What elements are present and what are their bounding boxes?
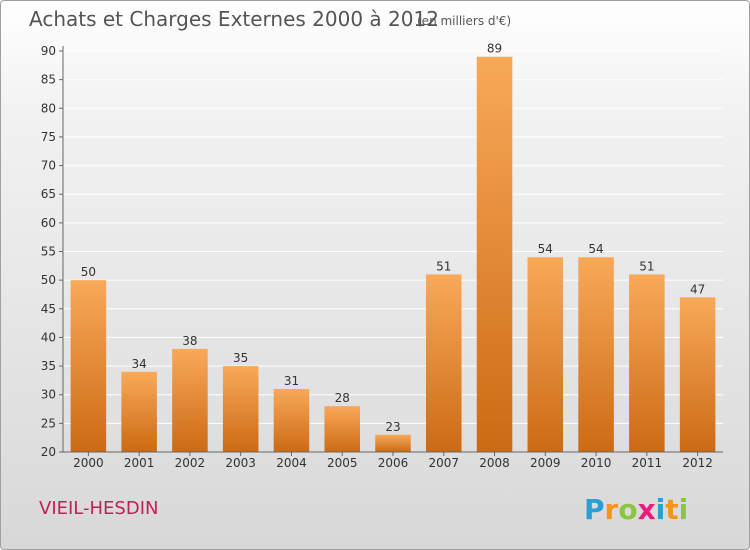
y-tick-label: 90: [41, 44, 56, 58]
y-tick-label: 80: [41, 101, 56, 115]
value-label: 89: [487, 42, 502, 56]
value-label: 23: [385, 420, 400, 434]
grid-layer: [63, 50, 723, 453]
value-label: 31: [284, 374, 299, 388]
y-tick-label: 60: [41, 216, 56, 230]
y-tick-label: 40: [41, 330, 56, 344]
bar-2006: [375, 434, 411, 452]
x-tick-label: 2008: [479, 456, 510, 470]
y-tick-label: 20: [41, 445, 56, 459]
bar-2004: [273, 388, 310, 452]
value-label: 34: [132, 357, 147, 371]
x-tick-label: 2005: [327, 456, 358, 470]
x-tick-label: 2000: [73, 456, 104, 470]
value-label: 51: [639, 259, 654, 273]
x-tick-label: 2007: [428, 456, 459, 470]
value-label: 54: [538, 242, 553, 256]
bar-2007: [426, 274, 462, 452]
x-tick-label: 2001: [124, 456, 155, 470]
logo-letter: P: [584, 493, 605, 526]
x-tick-label: 2010: [581, 456, 612, 470]
bar-2003: [222, 366, 259, 452]
value-label: 38: [182, 334, 197, 348]
bar-2011: [629, 274, 665, 452]
value-label: 35: [233, 351, 248, 365]
y-tick-label: 65: [41, 187, 56, 201]
x-tick-label: 2011: [632, 456, 663, 470]
y-tick-label: 30: [41, 388, 56, 402]
value-label: 47: [690, 282, 705, 296]
bar-2012: [679, 297, 716, 452]
bar-2001: [121, 371, 157, 452]
x-tick-label: 2006: [378, 456, 409, 470]
bar-2009: [527, 257, 564, 452]
value-label: 28: [335, 391, 350, 405]
chart-subtitle: (en milliers d'€): [417, 14, 511, 28]
logo-letter: r: [605, 493, 619, 526]
value-label: 54: [588, 242, 603, 256]
x-tick-label: 2004: [276, 456, 307, 470]
bar-2010: [578, 257, 614, 452]
x-tick-label: 2009: [530, 456, 561, 470]
bar-2008: [476, 56, 513, 452]
x-tick-label: 2012: [682, 456, 713, 470]
logo-letter: i: [656, 493, 666, 526]
y-tick-label: 55: [41, 245, 56, 259]
y-tick-label: 85: [41, 73, 56, 87]
value-label: 50: [81, 265, 96, 279]
chart-title: Achats et Charges Externes 2000 à 2012: [29, 7, 439, 31]
bar-2005: [324, 406, 360, 452]
y-tick-label: 50: [41, 273, 56, 287]
y-tick-label: 70: [41, 159, 56, 173]
logo-letter: i: [679, 493, 689, 526]
y-tick-label: 75: [41, 130, 56, 144]
bar-layer: 50 34 38 35 31 28 23 51 89 54 54 51 47: [70, 42, 716, 452]
logo-letter: t: [665, 493, 678, 526]
proxiti-logo: Proxiti: [584, 493, 688, 526]
logo-letter: x: [638, 493, 656, 526]
y-tick-label: 25: [41, 416, 56, 430]
x-tick-label: 2003: [225, 456, 256, 470]
y-tick-label: 45: [41, 302, 56, 316]
axis-layer: 20 25 30 35 40 45 50 55 60 65 70 75 80 85 90 2000 2001 20…: [41, 44, 723, 470]
y-tick-label: 35: [41, 359, 56, 373]
logo-letter: o: [618, 493, 637, 526]
x-tick-label: 2002: [175, 456, 206, 470]
bar-2002: [172, 348, 208, 452]
bar-2000: [70, 280, 107, 452]
commune-name: VIEIL-HESDIN: [39, 498, 158, 519]
value-label: 51: [436, 259, 451, 273]
